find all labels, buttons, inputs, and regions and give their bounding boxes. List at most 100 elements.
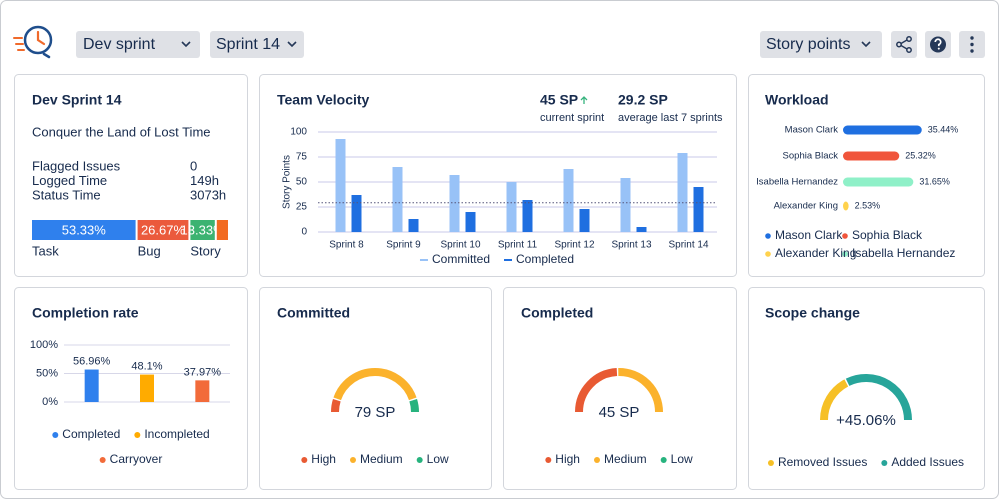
legend-swatch <box>349 457 356 463</box>
bar <box>84 369 99 402</box>
gauge-segment <box>333 368 417 401</box>
value-label: 13.33% <box>181 222 226 237</box>
legend-label: High <box>555 452 580 466</box>
x-tick-label: Sprint 8 <box>329 240 364 251</box>
bar <box>335 139 346 232</box>
gauge-label: 45 SP <box>599 404 640 421</box>
bar <box>408 219 419 232</box>
legend: Removed Issues Added Issues <box>767 455 964 469</box>
stat-label: Status Time <box>32 187 101 202</box>
y-axis-label: Story Points <box>282 155 293 209</box>
more-button[interactable] <box>959 31 985 58</box>
bar <box>449 175 460 232</box>
y-tick-label: 25 <box>296 202 308 213</box>
bar <box>843 125 922 135</box>
legend-swatch <box>842 233 848 239</box>
bar-segment <box>216 220 228 240</box>
bar-segment <box>137 220 189 240</box>
gauge-segment <box>845 374 912 421</box>
y-tick-label: 50% <box>36 367 58 379</box>
legend-swatch <box>765 251 771 257</box>
y-tick-label: Alexander King <box>774 201 838 212</box>
legend-swatch <box>301 457 308 463</box>
card-title: Dev Sprint 14 <box>32 92 122 108</box>
legend-label: Committed <box>432 252 490 266</box>
value-label: 31.65% <box>919 176 950 186</box>
x-tick-label: Sprint 9 <box>386 240 421 251</box>
card <box>503 287 737 490</box>
value-label: 26.67% <box>141 222 186 237</box>
y-tick-label: Sophia Black <box>783 151 839 162</box>
stat-caption: average last 7 sprints <box>618 112 723 124</box>
y-tick-label: 75 <box>296 152 308 163</box>
legend-swatch <box>881 460 888 466</box>
bar <box>579 209 590 232</box>
legend-label: Low <box>671 452 693 466</box>
legend: High Medium Low <box>545 452 693 466</box>
legend-label: Mason Clark <box>775 228 843 242</box>
y-tick-label: 0% <box>42 396 58 408</box>
board-dropdown[interactable]: Dev sprint <box>76 31 200 58</box>
x-tick-label: Sprint 12 <box>554 240 594 251</box>
bar <box>843 177 914 187</box>
legend: High Medium Low <box>301 452 449 466</box>
x-tick-label: Sprint 13 <box>611 240 651 251</box>
x-tick-label: Sprint 11 <box>498 240 538 251</box>
stat-value: 45 SP <box>540 92 578 108</box>
legend-swatch <box>99 457 106 463</box>
gauge-segment <box>331 398 341 413</box>
card-title: Workload <box>765 92 829 108</box>
legend-label: Carryover <box>110 452 163 466</box>
gauge-segment <box>575 368 618 413</box>
measure-dropdown[interactable]: Story points <box>760 31 882 58</box>
segment-label: Bug <box>138 243 161 258</box>
gauge-segment <box>618 368 663 413</box>
bar <box>843 201 849 211</box>
segment-label: Story <box>190 243 221 258</box>
app-icon <box>13 25 53 59</box>
y-tick-label: Isabella Hernandez <box>756 177 838 188</box>
legend-label: High <box>311 452 336 466</box>
y-tick-label: 0 <box>301 227 307 238</box>
stat-value: 29.2 SP <box>618 92 668 108</box>
legend-label: Isabella Hernandez <box>852 246 955 260</box>
y-tick-label: 100% <box>30 339 58 351</box>
card <box>14 287 248 490</box>
value-label: 35.44% <box>928 124 959 134</box>
card <box>259 74 737 277</box>
bar <box>563 169 574 232</box>
value-label: 2.53% <box>855 200 881 210</box>
card-title: Completed <box>521 305 593 321</box>
legend-swatch <box>134 432 141 438</box>
stat-caption: current sprint <box>540 112 604 124</box>
card <box>748 74 985 277</box>
gauge-label: 79 SP <box>355 404 396 421</box>
legend-swatch <box>593 457 600 463</box>
bar <box>636 227 647 232</box>
y-tick-label: Mason Clark <box>785 125 839 136</box>
dropdown-text: Dev sprint <box>83 36 156 53</box>
legend-swatch <box>767 460 774 466</box>
legend-swatch <box>842 251 848 257</box>
card-title: Scope change <box>765 305 860 321</box>
legend-label: Incompleted <box>144 427 209 441</box>
legend-label: Removed Issues <box>778 455 867 469</box>
help-button[interactable] <box>925 31 951 58</box>
y-tick-label: 50 <box>296 177 308 188</box>
card-title: Committed <box>277 305 350 321</box>
stat-label: Logged Time <box>32 173 107 188</box>
value-label: 53.33% <box>62 222 107 237</box>
sprint-dropdown[interactable]: Sprint 14 <box>210 31 304 58</box>
card <box>259 287 492 490</box>
legend: Carryover <box>99 452 163 466</box>
stat-value: 0 <box>190 158 197 173</box>
legend-swatch <box>545 457 552 463</box>
gauge-segment <box>409 398 419 413</box>
share-button[interactable] <box>891 31 917 58</box>
legend-label: Medium <box>360 452 403 466</box>
card <box>748 287 985 490</box>
stat-value: 149h <box>190 173 219 188</box>
legend-swatch <box>416 457 423 463</box>
legend-swatch <box>660 457 667 463</box>
